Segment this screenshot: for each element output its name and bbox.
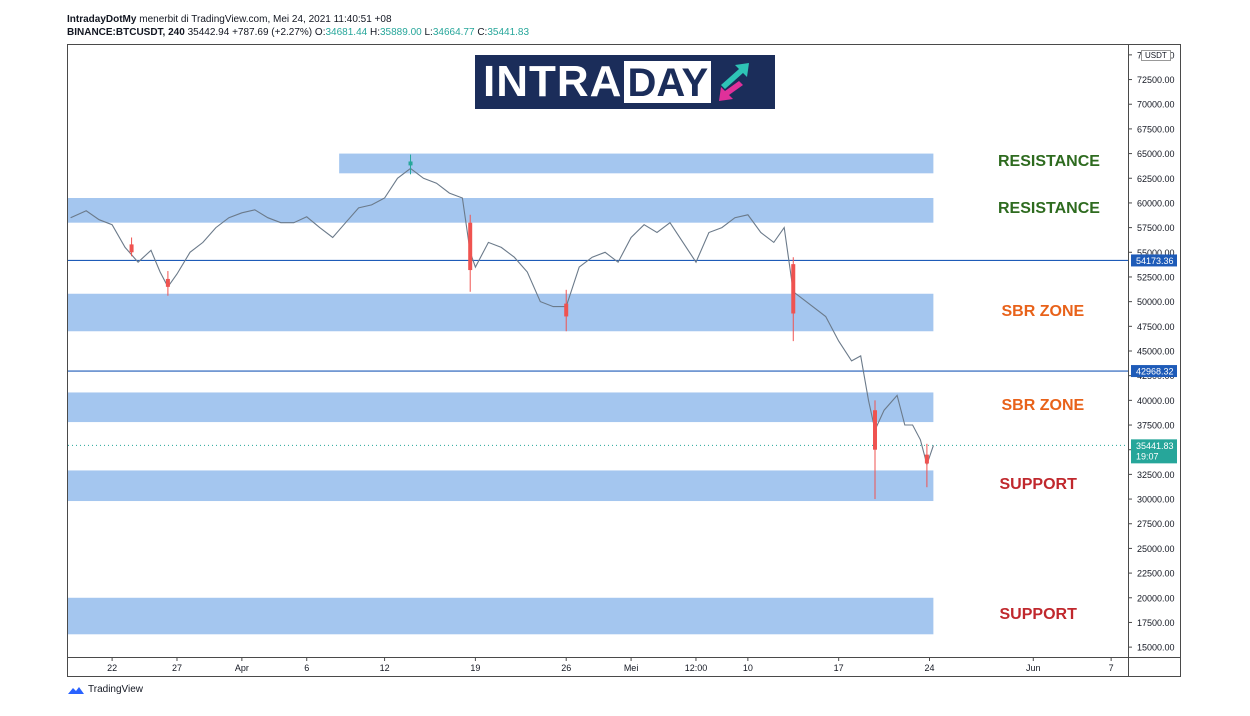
chart-header-line1: IntradayDotMy menerbit di TradingView.co… (67, 14, 392, 25)
change-value: +787.69 (+2.27%) (232, 27, 313, 38)
y-tick-label-19: 27500.00 (1137, 519, 1175, 529)
candle-body-4 (564, 303, 569, 317)
currency-badge[interactable]: USDT (1141, 50, 1171, 61)
x-tick-label-0: 22 (107, 663, 117, 673)
y-tick-label-4: 65000.00 (1137, 149, 1175, 159)
y-tick-label-21: 22500.00 (1137, 569, 1175, 579)
zone-label-resistance-1: RESISTANCE (998, 200, 1100, 218)
low-label: L: (424, 27, 433, 38)
publisher-name: IntradayDotMy (67, 14, 137, 25)
x-tick-label-2: Apr (235, 663, 249, 673)
arrows-icon (717, 59, 753, 105)
time-axis-separator (67, 657, 1181, 658)
zone-resistance-1 (68, 198, 934, 223)
candle-body-3 (468, 222, 473, 271)
tradingview-icon (68, 686, 84, 694)
y-tick-label-3: 67500.00 (1137, 124, 1175, 134)
tradingview-brand[interactable]: TradingView (67, 684, 143, 695)
zone-label-sbr-2: SBR ZONE (1001, 302, 1085, 320)
x-tick-label-11: 24 (924, 663, 934, 673)
symbol-line: BINANCE:BTCUSDT, 240 (67, 27, 185, 38)
zone-label-support-5: SUPPORT (999, 606, 1077, 624)
x-tick-label-13: 7 (1109, 663, 1114, 673)
candle-body-0 (129, 244, 134, 253)
x-tick-label-1: 27 (172, 663, 182, 673)
y-tick-label-10: 50000.00 (1137, 297, 1175, 307)
open-value: 34681.44 (325, 27, 368, 38)
candle-body-1 (165, 278, 170, 287)
countdown-label: 19:07 (1136, 451, 1159, 461)
zone-resistance-0 (339, 153, 934, 174)
zone-support-5 (68, 597, 934, 635)
candle-body-2 (408, 161, 413, 166)
x-tick-label-6: 26 (561, 663, 571, 673)
zone-support-4 (68, 470, 934, 502)
last-price-tag (1131, 439, 1177, 464)
candle-body-6 (873, 410, 878, 450)
x-tick-label-12: Jun (1026, 663, 1041, 673)
zone-label-sbr-3: SBR ZONE (1001, 397, 1085, 415)
published-text: menerbit di TradingView.com, Mei 24, 202… (139, 14, 392, 25)
open-label: O: (314, 27, 326, 38)
y-tick-label-5: 62500.00 (1137, 174, 1175, 184)
x-tick-label-10: 17 (834, 663, 844, 673)
y-tick-label-9: 52500.00 (1137, 272, 1175, 282)
y-tick-label-14: 40000.00 (1137, 396, 1175, 406)
candle-body-5 (791, 264, 796, 314)
hline-tag-label-0: 54173.36 (1136, 256, 1174, 266)
x-tick-label-3: 6 (304, 663, 309, 673)
hline-tag-1 (1131, 365, 1177, 378)
x-tick-label-4: 12 (380, 663, 390, 673)
hline-tag-label-1: 42968.32 (1136, 367, 1174, 377)
y-tick-label-24: 15000.00 (1137, 643, 1175, 653)
chart-frame (67, 44, 1181, 677)
x-tick-label-5: 19 (470, 663, 480, 673)
y-tick-label-12: 45000.00 (1137, 347, 1175, 357)
y-tick-label-2: 70000.00 (1137, 100, 1175, 110)
x-tick-label-9: 10 (743, 663, 753, 673)
chart-header-line2: BINANCE:BTCUSDT, 240 35442.94 +787.69 (+… (67, 27, 529, 38)
zone-sbr-2 (68, 293, 934, 332)
high-label: H: (369, 27, 380, 38)
candle-body-7 (924, 454, 929, 464)
price-series-line (70, 167, 934, 467)
last-value: 35442.94 (187, 27, 230, 38)
price-axis-separator (1128, 44, 1129, 677)
y-tick-label-6: 60000.00 (1137, 198, 1175, 208)
logo-text-intra: INTRA (483, 57, 623, 106)
zone-label-support-4: SUPPORT (999, 475, 1077, 493)
high-value: 35889.00 (379, 27, 422, 38)
intraday-logo: INTRA DAY (475, 55, 775, 109)
y-tick-label-23: 17500.00 (1137, 618, 1175, 628)
zone-sbr-3 (68, 392, 934, 423)
close-value: 35441.83 (487, 27, 530, 38)
hline-tag-0 (1131, 254, 1177, 267)
logo-text-day: DAY (624, 61, 712, 103)
y-tick-label-22: 20000.00 (1137, 593, 1175, 603)
last-price-label: 35441.83 (1136, 441, 1174, 451)
y-tick-label-8: 55000.00 (1137, 248, 1175, 258)
y-tick-label-11: 47500.00 (1137, 322, 1175, 332)
y-tick-label-17: 32500.00 (1137, 470, 1175, 480)
y-tick-label-15: 37500.00 (1137, 421, 1175, 431)
close-label: C: (477, 27, 488, 38)
y-tick-label-20: 25000.00 (1137, 544, 1175, 554)
y-tick-label-18: 30000.00 (1137, 495, 1175, 505)
y-tick-label-1: 72500.00 (1137, 75, 1175, 85)
tradingview-label: TradingView (88, 684, 144, 695)
low-value: 34664.77 (432, 27, 475, 38)
x-tick-label-8: 12:00 (685, 663, 708, 673)
x-tick-label-7: Mei (624, 663, 639, 673)
y-tick-label-7: 57500.00 (1137, 223, 1175, 233)
zone-label-resistance-0: RESISTANCE (998, 153, 1100, 171)
